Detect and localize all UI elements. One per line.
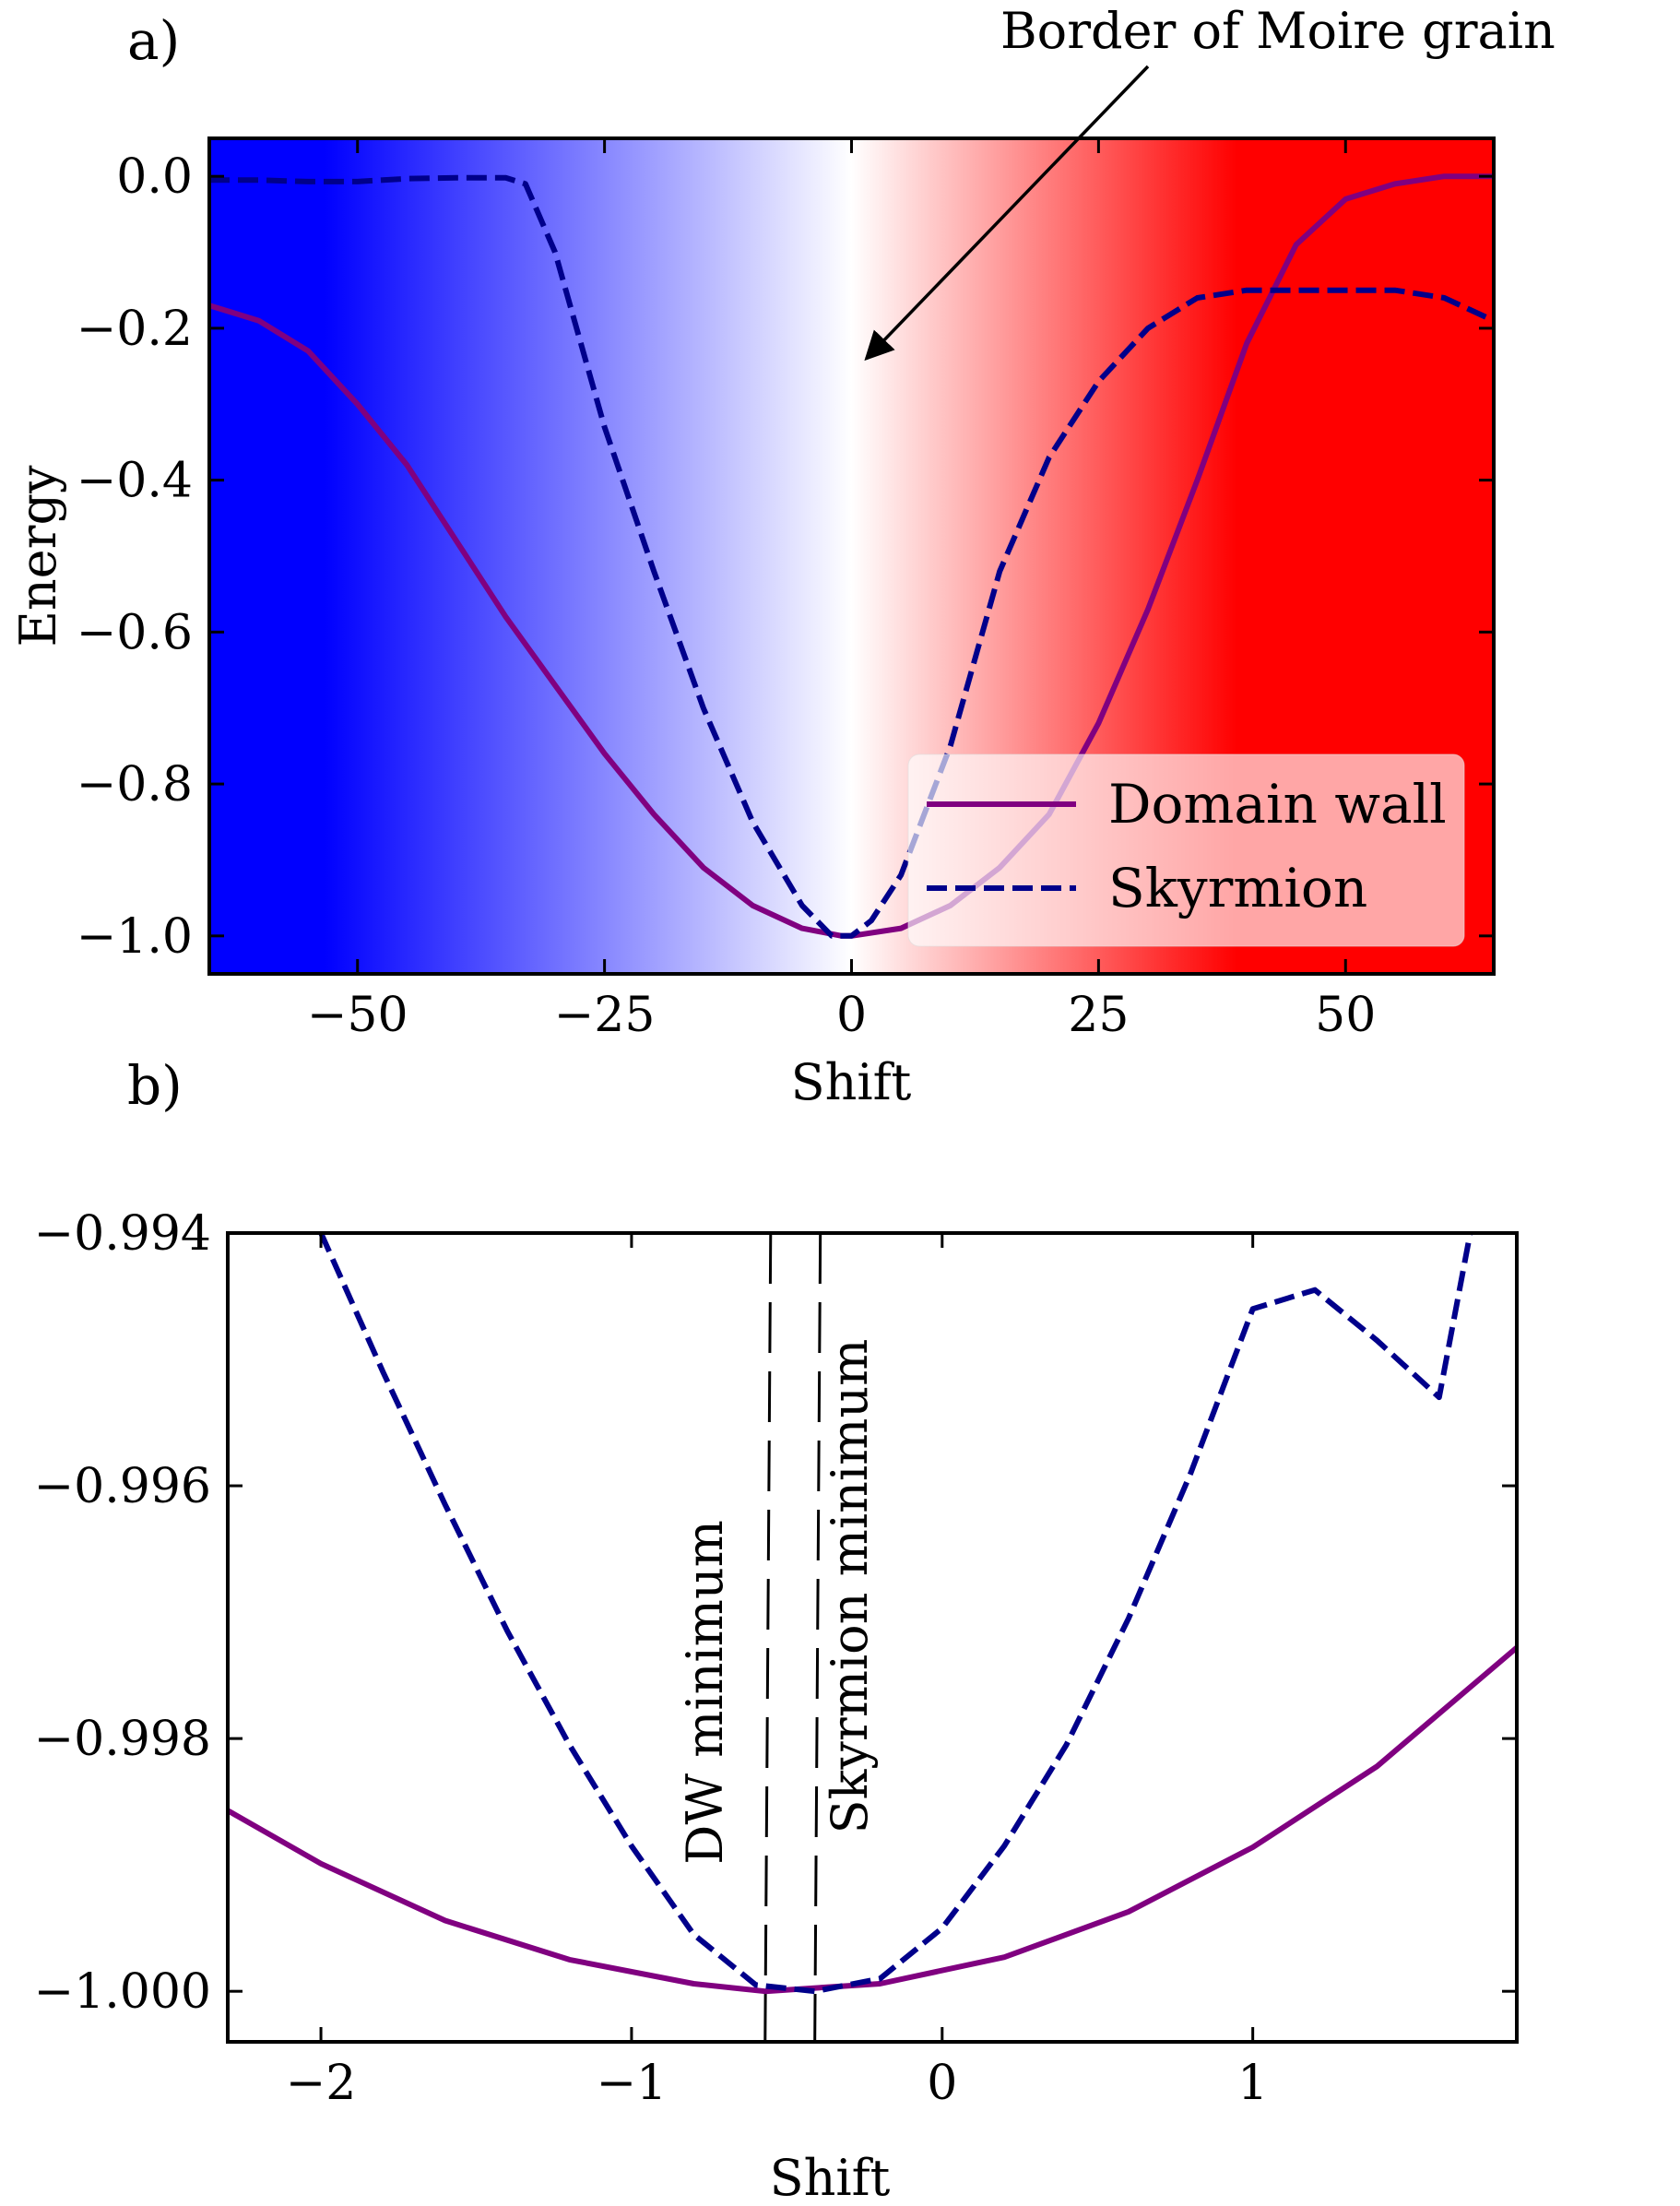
x-tick-label: −2	[286, 2056, 357, 2111]
series-line-skyrmion	[318, 1233, 1473, 1995]
vline-dw-minimum	[763, 1233, 773, 2042]
panel-a: a) Domain wall Skyrmion −50 −25 0 25 50 0.0 −0…	[9, 2, 1556, 1111]
y-tick-label: −0.994	[34, 1206, 211, 1262]
y-tick-label: −0.996	[34, 1459, 211, 1514]
y-tick-label: −0.2	[77, 302, 193, 357]
x-axis-label-a: Shift	[791, 1053, 912, 1111]
axes-a: −50 −25 0 25 50 0.0 −0.2 −0.4 −0.6 −0.8 −1.0	[77, 138, 1494, 1043]
vline-skyrmion-minimum	[813, 1233, 822, 2042]
annotation-arrow	[864, 65, 1150, 362]
vline-label-skyrmion-minimum: Skyrmion minimum	[821, 1339, 879, 1834]
x-tick-label: 0	[836, 988, 867, 1043]
plot-frame-b	[226, 1231, 1519, 2044]
legend-label-domain-wall: Domain wall	[1108, 773, 1447, 836]
y-tick-label: −1.0	[77, 909, 193, 965]
y-axis-label-a: Energy	[9, 465, 67, 647]
y-tick-label: −0.4	[77, 454, 193, 509]
series-group-b	[228, 1233, 1517, 1995]
legend-label-skyrmion: Skyrmion	[1108, 857, 1367, 919]
x-axis-label-b: Shift	[770, 2149, 891, 2206]
panel-label-a: a)	[127, 9, 180, 72]
y-tick-label: −0.998	[34, 1712, 211, 1767]
y-tick-label: 0.0	[116, 149, 193, 205]
y-tick-label: −0.6	[77, 605, 193, 660]
x-tick-label: 0	[927, 2056, 957, 2111]
series-line-skyrmion	[209, 174, 1494, 939]
series-group-a	[209, 173, 1494, 939]
x-tick-label: 50	[1315, 988, 1376, 1043]
panel-label-b: b)	[127, 1054, 183, 1117]
panel-b: b) DW minimum Skyrmion minimum −2 −1 0 1 −0.…	[34, 1054, 1519, 2206]
x-tick-label: 25	[1068, 988, 1129, 1043]
axes-b: −2 −1 0 1 −0.994 −0.996 −0.998 −1.000	[34, 1206, 1517, 2111]
vline-label-dw-minimum: DW minimum	[676, 1520, 734, 1865]
x-tick-label: 1	[1237, 2056, 1268, 2111]
x-tick-label: −1	[597, 2056, 668, 2111]
x-tick-label: −25	[554, 988, 656, 1043]
x-tick-label: −50	[307, 988, 408, 1043]
y-tick-label: −0.8	[77, 757, 193, 812]
annotation-border-of-moire-grain: Border of Moire grain	[1000, 2, 1556, 60]
vline-group-b	[763, 1233, 822, 2042]
y-tick-label: −1.000	[34, 1964, 211, 2020]
